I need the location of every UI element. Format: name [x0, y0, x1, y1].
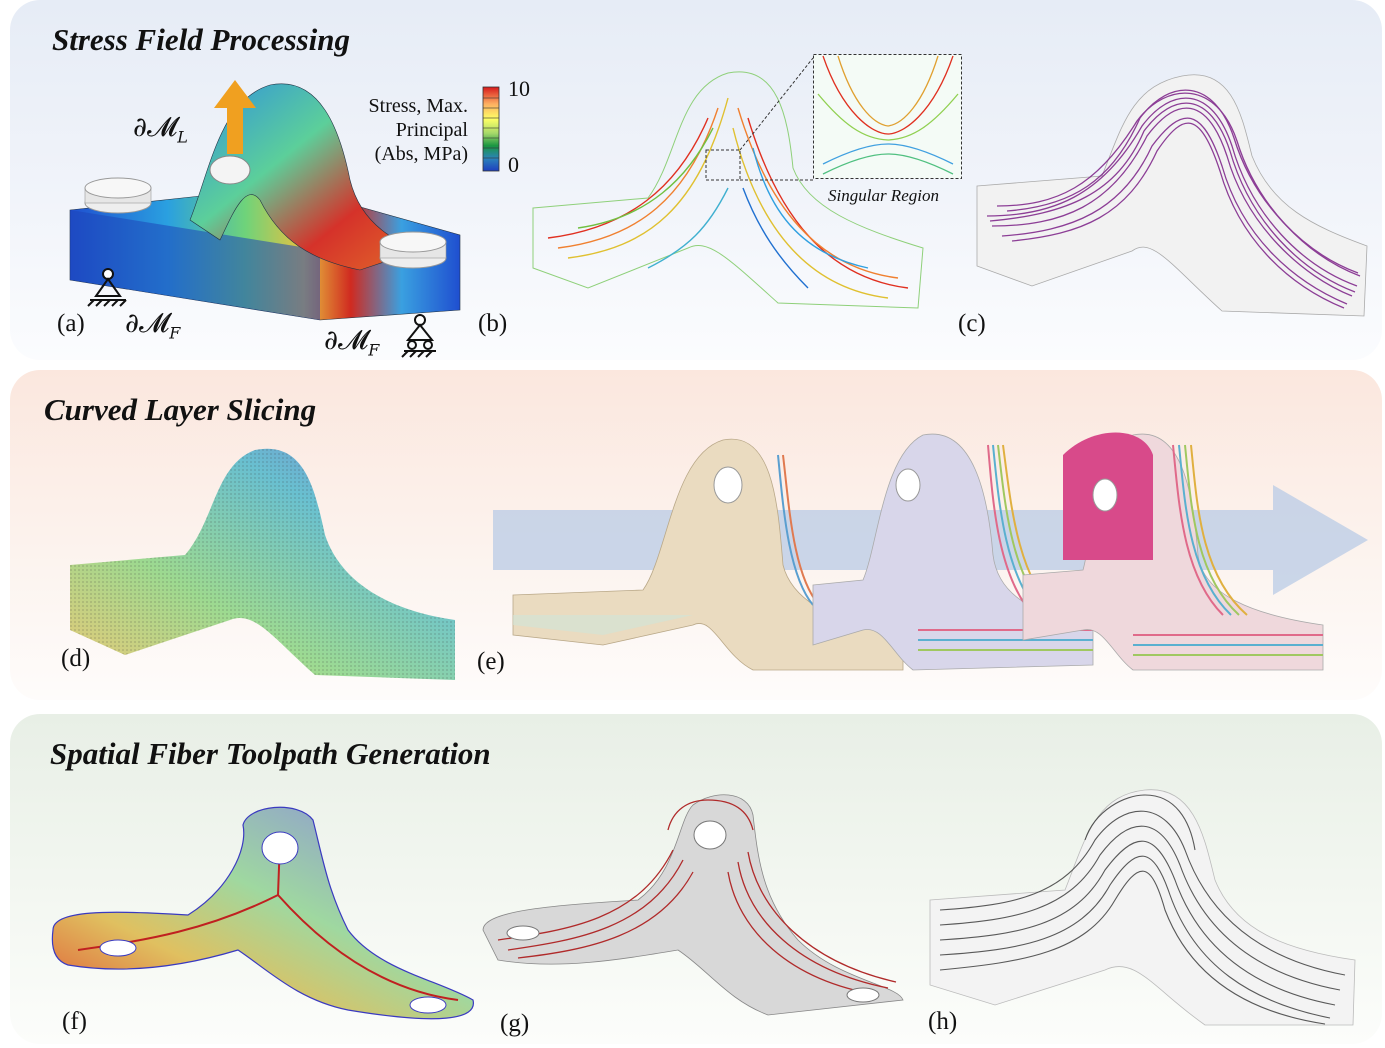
legend-title: Stress, Max. Principal (Abs, MPa)	[368, 95, 468, 165]
legend-max: 10	[508, 76, 530, 101]
label-c: (c)	[958, 310, 986, 337]
legend-colorbar	[482, 86, 500, 172]
section-title-toolpath: Spatial Fiber Toolpath Generation	[50, 736, 491, 771]
label-h: (h)	[928, 1008, 958, 1035]
singular-region-inset	[813, 54, 962, 179]
load-arrow	[214, 80, 256, 154]
fixed-boundary-label-right: ∂𝓜F	[324, 325, 380, 360]
label-g: (g)	[500, 1010, 530, 1037]
label-b: (b)	[478, 310, 508, 337]
label-d: (d)	[61, 645, 91, 672]
label-a: (a)	[57, 310, 85, 337]
distance-field-figure	[51, 806, 474, 1020]
spatial-fiber-toolpath-figure	[929, 789, 1356, 1026]
point-cloud-figure	[70, 448, 455, 680]
fixed-boundary-label-left: ∂𝓜F	[125, 308, 181, 343]
stress-streamlines-figure	[976, 74, 1368, 317]
load-boundary-label: ∂𝓜L	[133, 112, 188, 147]
inset-caption: Singular Region	[828, 186, 939, 205]
legend-min: 0	[508, 152, 519, 177]
stress-model-figure	[69, 83, 461, 358]
toolpath-surface-figure	[482, 794, 904, 1016]
curved-layers-figure	[493, 432, 1368, 671]
section-title-stress: Stress Field Processing	[52, 22, 350, 57]
stress-vector-field-figure	[532, 57, 924, 309]
section-title-slicing: Curved Layer Slicing	[44, 392, 317, 427]
label-e: (e)	[477, 648, 505, 675]
label-f: (f)	[62, 1008, 87, 1035]
